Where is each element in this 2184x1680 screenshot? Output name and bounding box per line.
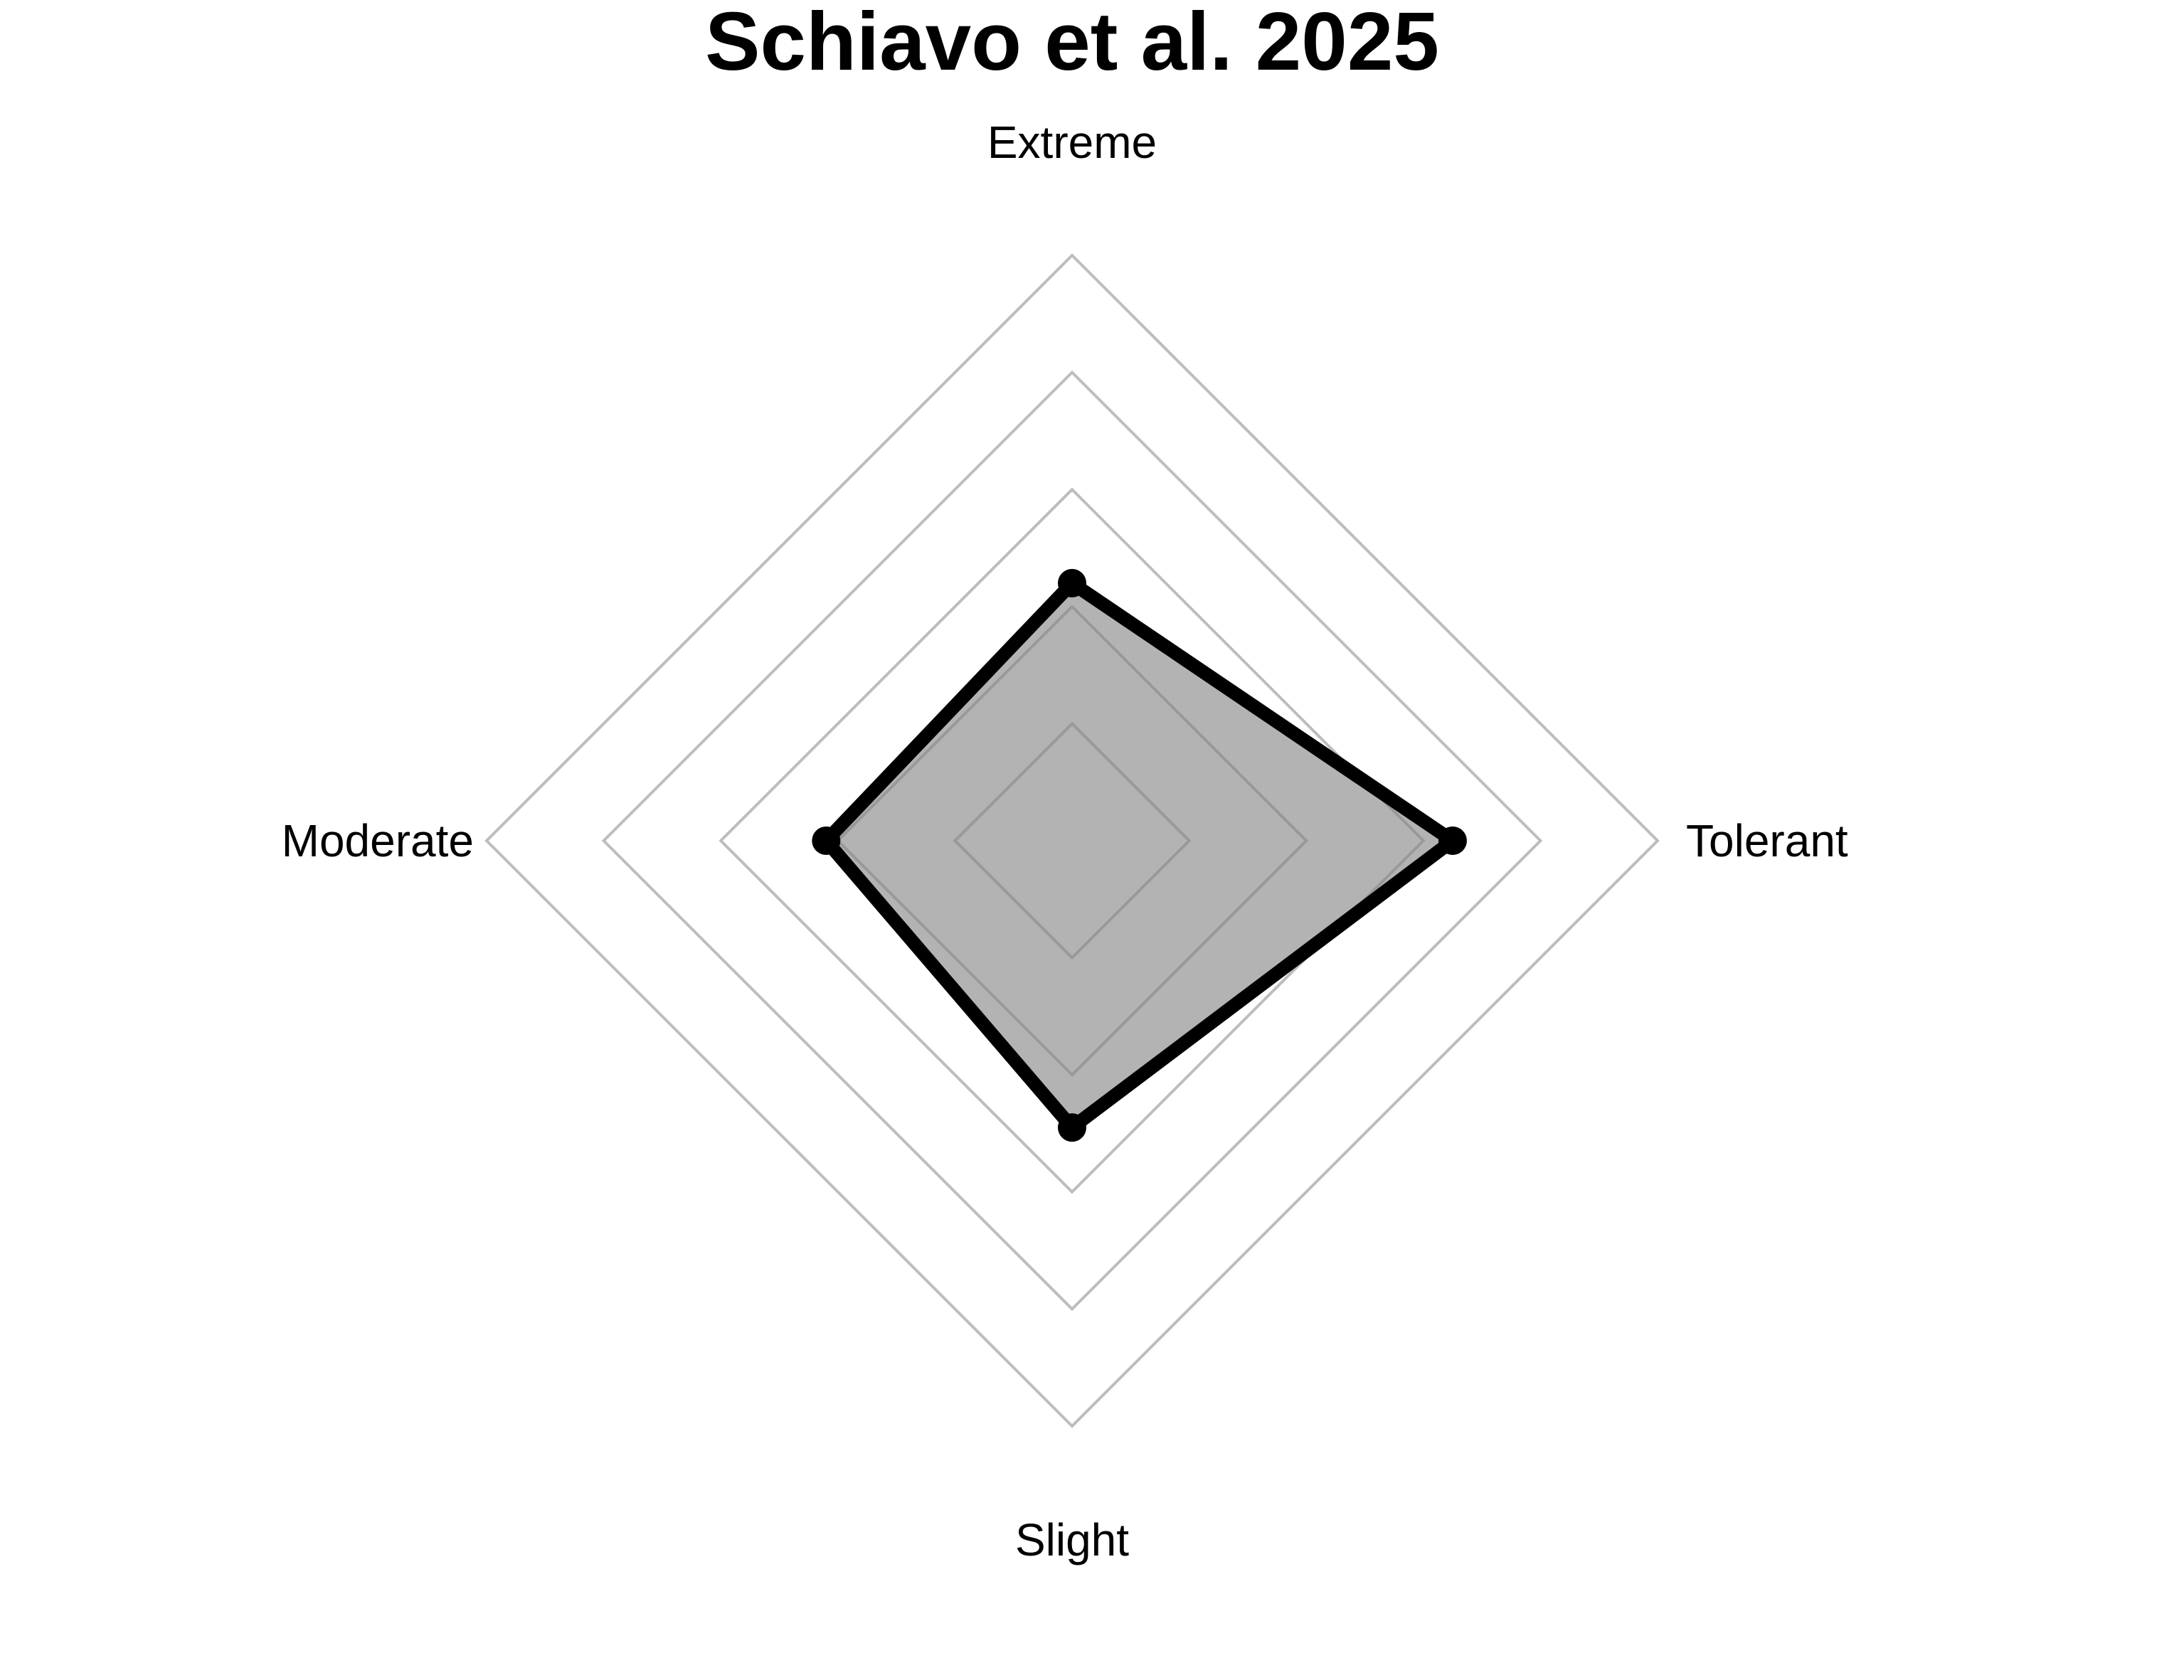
data-point-moderate — [812, 826, 841, 855]
axis-label-tolerant: Tolerant — [1686, 815, 1848, 866]
axis-labels: Extreme Tolerant Slight Moderate — [282, 117, 1848, 1565]
chart-title: Schiavo et al. 2025 — [705, 0, 1439, 87]
series-area — [826, 583, 1453, 1128]
data-point-tolerant — [1438, 826, 1467, 855]
data-point-extreme — [1058, 568, 1086, 597]
grid-ring-3 — [719, 487, 1426, 1194]
axis-label-moderate: Moderate — [282, 815, 474, 866]
data-point-slight — [1058, 1113, 1086, 1142]
axis-label-slight: Slight — [1015, 1514, 1129, 1565]
grid-ring-4 — [601, 370, 1543, 1312]
grid-ring-5 — [484, 253, 1660, 1428]
axis-label-extreme: Extreme — [987, 117, 1157, 168]
radar-data — [812, 568, 1467, 1142]
